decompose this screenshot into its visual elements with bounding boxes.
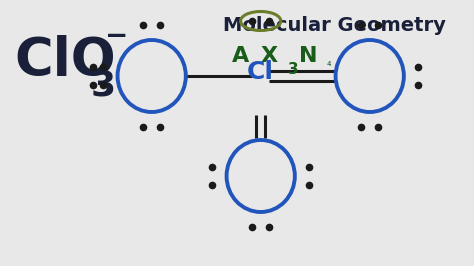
- Text: 3: 3: [91, 69, 116, 103]
- Text: A: A: [232, 46, 249, 66]
- Text: 3: 3: [288, 63, 299, 77]
- Text: −: −: [105, 22, 128, 50]
- Text: ClO: ClO: [14, 35, 116, 87]
- Text: N: N: [299, 46, 317, 66]
- Text: Cl: Cl: [247, 60, 274, 84]
- Text: ₄: ₄: [327, 59, 331, 69]
- Text: X: X: [261, 46, 278, 66]
- Text: Molecular Geometry: Molecular Geometry: [223, 16, 446, 35]
